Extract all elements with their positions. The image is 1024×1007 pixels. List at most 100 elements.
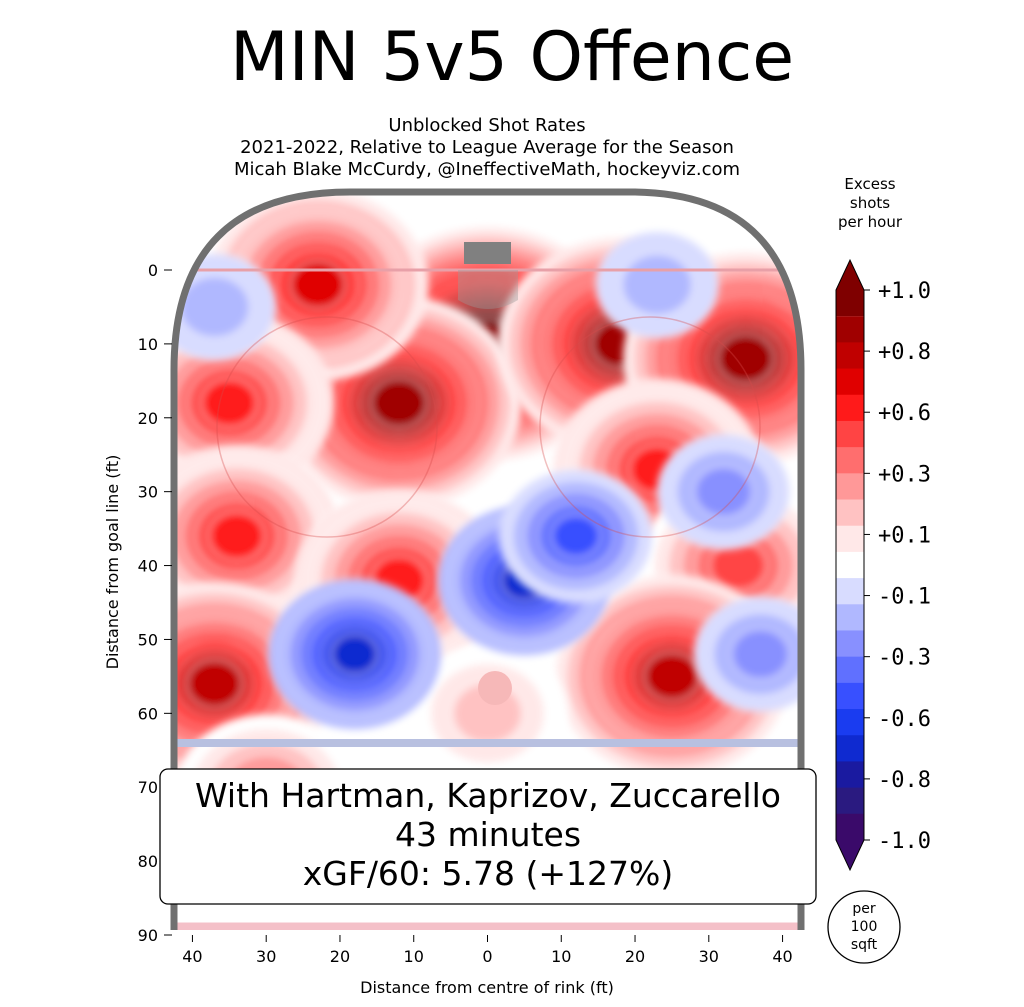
colorbar-swatch	[836, 761, 864, 789]
y-tick-label: 0	[148, 261, 158, 280]
colorbar-swatch	[836, 499, 864, 527]
colorbar-swatch	[836, 735, 864, 762]
x-tick-label: 10	[551, 947, 571, 966]
colorbar-tick-label: +0.3	[878, 462, 931, 487]
heat-contour	[716, 333, 775, 385]
x-tick-label: 30	[699, 947, 719, 966]
heat-region-14	[267, 578, 442, 731]
heat-region-1	[276, 296, 522, 510]
colorbar-swatch	[836, 260, 864, 317]
colorbar-tick-label: -0.6	[878, 707, 931, 732]
colorbar-tick-label: +0.6	[878, 401, 931, 426]
heat-contour	[694, 466, 753, 518]
colorbar-swatch	[836, 551, 864, 579]
x-tick-label: 30	[256, 947, 276, 966]
colorbar-title-line-3: per hour	[837, 213, 903, 231]
y-axis-label: Distance from goal line (ft)	[103, 455, 122, 670]
colorbar-tick-label: +1.0	[878, 279, 931, 304]
goal-crease	[458, 270, 518, 309]
colorbar-swatch	[836, 525, 864, 553]
heat-contour	[369, 377, 429, 429]
heat-region-18	[693, 596, 801, 713]
chart-subtitle-3: Micah Blake McCurdy, @IneffectiveMath, h…	[233, 159, 741, 180]
info-box-frame	[159, 768, 817, 905]
heat-contour	[330, 633, 379, 676]
heat-contour	[550, 514, 602, 558]
colorbar-swatch	[836, 813, 864, 870]
colorbar-swatch	[836, 578, 864, 605]
heat-region-20	[595, 231, 719, 339]
colorbar-swatch	[836, 447, 864, 474]
y-tick-label: 40	[138, 557, 158, 576]
colorbar-swatch	[836, 656, 864, 684]
per-100-sqft-badge: per 100 sqft	[827, 890, 901, 964]
y-tick-label: 80	[138, 852, 158, 871]
heat-region-17	[656, 433, 791, 550]
heat-contour	[731, 628, 790, 680]
x-tick-label: 20	[625, 947, 645, 966]
x-tick-label: 40	[182, 947, 202, 966]
colorbar-swatch	[836, 420, 864, 448]
info-box-line-2: 43 minutes	[395, 815, 581, 854]
x-axis-label: Distance from centre of rink (ft)	[360, 978, 614, 997]
colorbar-swatch	[836, 368, 864, 396]
heat-region-13	[407, 643, 568, 783]
colorbar-title: Excess shots per hour	[820, 175, 920, 232]
x-tick-label: 40	[772, 947, 792, 966]
x-tick-label: 0	[482, 947, 492, 966]
colorbar-swatch	[836, 630, 864, 658]
faceoff-circle-left	[216, 316, 438, 538]
heat-contour	[207, 510, 266, 562]
colorbar-swatch	[836, 394, 864, 422]
colorbar-tick-label: +0.1	[878, 523, 931, 548]
colorbar-swatch	[836, 787, 864, 815]
heat-region-16	[499, 469, 653, 603]
y-tick-label: 20	[138, 409, 158, 428]
heat-contour	[621, 253, 693, 316]
heat-region-6	[174, 445, 342, 627]
chart-title: MIN 5v5 Offence	[229, 18, 795, 97]
per-badge-circle	[827, 890, 901, 964]
y-tick-label: 10	[138, 335, 158, 354]
colorbar-tick-label: +0.8	[878, 340, 931, 365]
colorbar-swatch	[836, 682, 864, 710]
y-tick-label: 90	[138, 926, 158, 945]
per-badge-line-3: sqft	[851, 937, 878, 953]
heat-contour	[289, 259, 347, 310]
colorbar-swatch	[836, 316, 864, 343]
y-tick-label: 50	[138, 630, 158, 649]
colorbar-tick-label: -0.8	[878, 768, 931, 793]
y-tick-label: 60	[138, 704, 158, 723]
per-badge-line-2: 100	[851, 919, 878, 935]
colorbar-tick-label: -0.1	[878, 585, 931, 610]
x-tick-label: 20	[330, 947, 350, 966]
rink-boards	[170, 188, 805, 930]
colorbar-tick-label: -0.3	[878, 646, 931, 671]
heat-contour	[185, 658, 244, 710]
colorbar-tick-label: -1.0	[878, 829, 931, 854]
info-box-line-1: With Hartman, Kaprizov, Zuccarello	[195, 776, 781, 815]
axes: 40 30 20 10 0 10 20 30 40 0 10 20 30 40 50 60 70 80 90 Dist…	[103, 261, 793, 997]
x-tick-label: 10	[404, 947, 424, 966]
info-box-line-3: xGF/60: 5.78 (+127%)	[303, 854, 674, 893]
colorbar-swatch	[836, 473, 864, 501]
heat-contour	[642, 651, 701, 702]
y-tick-label: 30	[138, 483, 158, 502]
goal-net	[464, 242, 511, 264]
neutral-faceoff-dot	[478, 671, 512, 705]
colorbar: +1.0 +0.8 +0.6 +0.3 +0.1 -0.1 -0.3 -0.6 -0.8 -1.0	[835, 258, 931, 872]
y-tick-label: 70	[138, 778, 158, 797]
colorbar-swatch	[836, 709, 864, 736]
info-box: With Hartman, Kaprizov, Zuccarello 43 mi…	[159, 768, 817, 905]
per-badge-line-1: per	[852, 901, 876, 917]
heat-contour	[200, 377, 259, 429]
chart-subtitle-2: 2021-2022, Relative to League Average fo…	[240, 137, 734, 158]
chart-subtitle-1: Unblocked Shot Rates	[388, 115, 586, 136]
rink-markings	[174, 268, 801, 930]
colorbar-title-line-1: Excess	[844, 175, 896, 193]
colorbar-swatch	[836, 342, 864, 370]
faceoff-circle-right	[539, 316, 761, 538]
colorbar-swatch	[836, 604, 864, 631]
colorbar-title-line-2: shots	[849, 194, 891, 212]
